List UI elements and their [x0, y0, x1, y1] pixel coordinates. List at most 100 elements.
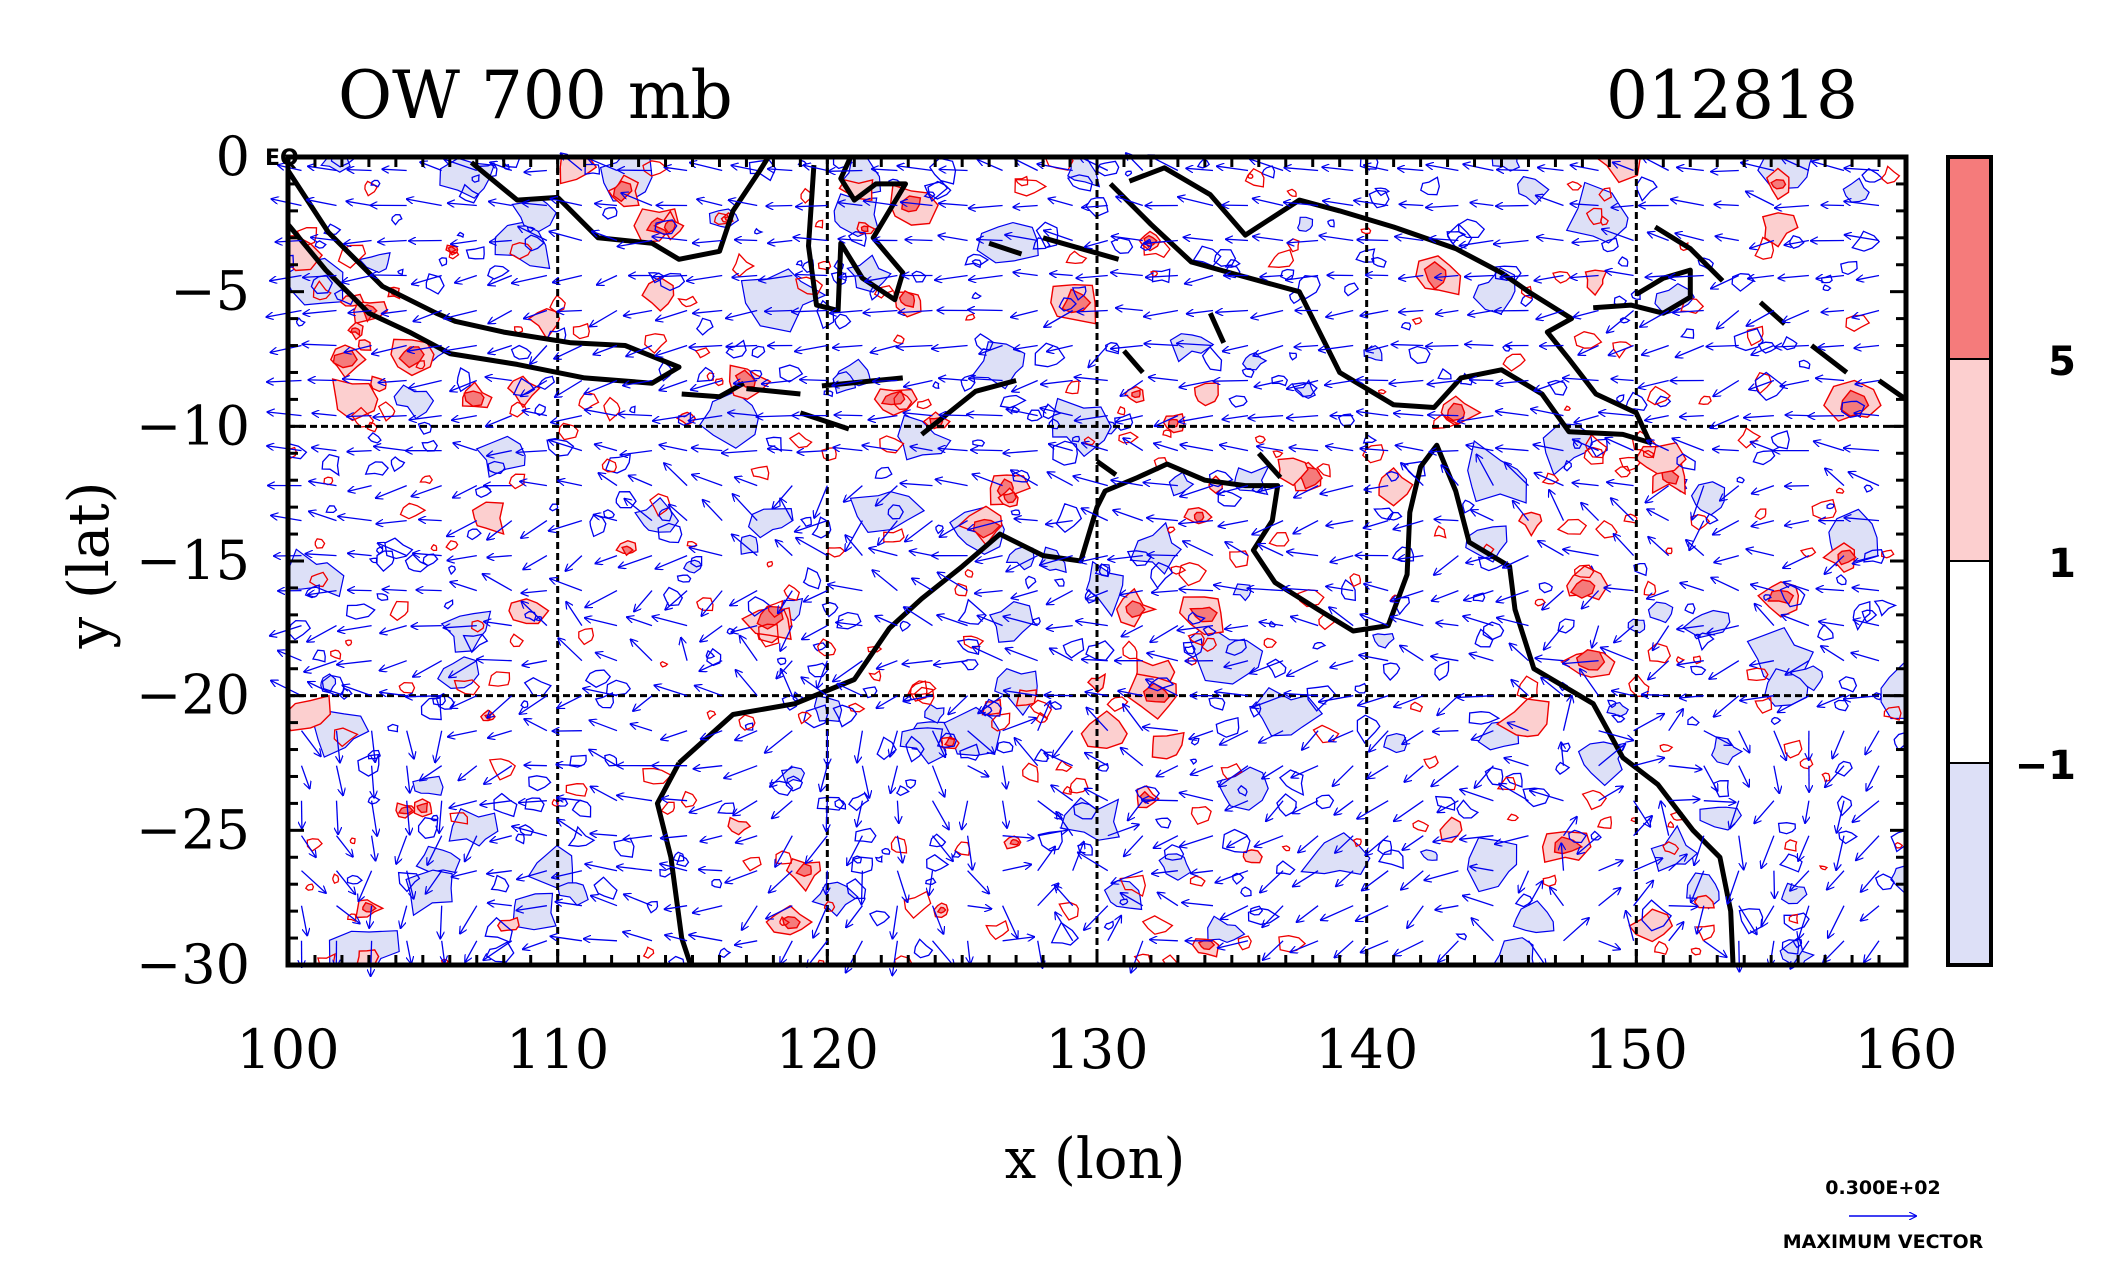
ow-negative-contour — [1861, 167, 1884, 183]
y-tick-label: −10 — [136, 394, 250, 457]
ow-positive-contour — [1316, 463, 1331, 478]
ow-negative-contour — [1781, 335, 1798, 351]
ow-negative-contour — [1241, 367, 1255, 378]
ow-positive-contour — [1272, 450, 1284, 459]
ow-positive-contour — [1412, 819, 1430, 833]
ow-negative-contour — [1654, 395, 1672, 408]
ow-negative-contour — [1066, 174, 1093, 192]
ow-positive-contour — [1506, 813, 1520, 822]
wind-vector — [465, 940, 478, 962]
ow-negative-contour — [1340, 579, 1356, 602]
ow-positive-contour — [1520, 285, 1532, 300]
wind-vector — [524, 765, 547, 766]
ow-positive-contour — [330, 649, 342, 660]
ow-positive-contour — [1062, 785, 1073, 795]
wind-vector — [301, 870, 326, 893]
wind-vector — [558, 638, 583, 662]
ow-strong-positive-region — [1002, 491, 1018, 504]
wind-vector — [420, 765, 443, 781]
y-tick-label: −15 — [136, 529, 250, 592]
wind-vector — [309, 511, 337, 522]
wind-vector — [337, 730, 340, 763]
ow-positive-contour — [449, 812, 469, 825]
colorbar-segment — [1947, 156, 1992, 360]
ow-positive-contour — [1811, 498, 1837, 520]
vector-key-caption: MAXIMUM VECTOR — [1783, 1231, 1984, 1253]
ow-negative-contour — [1770, 430, 1790, 450]
wind-vector — [307, 625, 337, 642]
ow-positive-contour — [868, 669, 882, 682]
x-tick-label: 100 — [236, 1018, 339, 1081]
ow-negative-region — [448, 808, 499, 847]
wind-vector — [376, 521, 407, 524]
ow-negative-contour — [802, 566, 822, 590]
ow-negative-region — [1491, 157, 1521, 172]
ow-negative-region — [1492, 937, 1535, 965]
ow-negative-region — [1647, 601, 1674, 624]
ow-negative-region — [320, 673, 337, 694]
ow-negative-contour — [1563, 459, 1572, 472]
ow-positive-contour — [1541, 472, 1560, 485]
ow-positive-contour — [823, 900, 836, 912]
ow-strong-positive-region — [781, 915, 801, 930]
ow-negative-contour — [1838, 830, 1858, 845]
ow-negative-contour — [1271, 374, 1289, 387]
ow-strong-positive-region — [398, 346, 425, 369]
wind-vector — [447, 520, 478, 537]
ow-negative-contour — [629, 405, 636, 414]
ow-negative-contour — [905, 735, 925, 763]
ow-positive-contour — [1190, 806, 1212, 826]
ow-negative-contour — [913, 938, 934, 959]
ow-negative-contour — [785, 775, 804, 792]
ow-negative-contour — [397, 871, 421, 893]
coastline — [1095, 459, 1118, 477]
ow-negative-contour — [1836, 795, 1853, 817]
colorbar-label: 1 — [2048, 541, 2076, 587]
ow-positive-contour — [349, 837, 356, 845]
wind-vector — [488, 903, 512, 906]
wind-vector — [460, 905, 478, 934]
ow-positive-contour — [304, 883, 315, 891]
ow-positive-contour — [288, 446, 298, 460]
ow-negative-contour — [705, 649, 716, 659]
ow-negative-contour — [1055, 502, 1083, 534]
wind-vector — [522, 591, 547, 594]
ow-positive-contour — [332, 873, 340, 885]
wind-vector — [487, 449, 512, 456]
ow-negative-contour — [471, 174, 480, 183]
coastline — [1042, 235, 1120, 262]
ow-positive-contour — [389, 600, 409, 622]
ow-positive-contour — [890, 836, 908, 854]
ow-negative-contour — [1208, 697, 1226, 711]
wind-vector — [376, 484, 407, 498]
wind-vector — [490, 835, 512, 842]
ow-negative-contour — [1817, 623, 1834, 641]
ow-positive-region — [1087, 672, 1106, 694]
wind-vector — [557, 798, 582, 801]
ow-negative-region — [556, 882, 589, 907]
wind-vector — [406, 870, 414, 899]
ow-negative-contour — [1355, 248, 1376, 263]
ow-negative-contour — [646, 900, 659, 914]
ow-positive-contour — [1679, 242, 1689, 252]
wind-vector — [300, 730, 321, 756]
ow-negative-contour — [490, 874, 510, 893]
ow-negative-contour — [1221, 828, 1251, 854]
ow-positive-contour — [1783, 739, 1803, 759]
ow-negative-contour — [1687, 715, 1700, 726]
ow-negative-contour — [1373, 507, 1394, 521]
coastline — [555, 157, 772, 262]
wind-vector — [551, 199, 583, 207]
ow-positive-contour — [333, 727, 359, 748]
ow-positive-contour — [1746, 325, 1764, 347]
ow-negative-contour — [1505, 772, 1523, 788]
ow-negative-contour — [1190, 737, 1200, 746]
wind-vector — [488, 274, 513, 286]
ow-negative-contour — [1474, 628, 1494, 648]
ow-negative-contour — [1237, 784, 1248, 797]
ow-negative-contour — [1288, 352, 1298, 361]
ow-negative-contour — [288, 254, 294, 269]
ow-negative-contour — [1035, 221, 1059, 249]
ow-positive-contour — [706, 710, 717, 721]
wind-vector — [557, 695, 583, 708]
